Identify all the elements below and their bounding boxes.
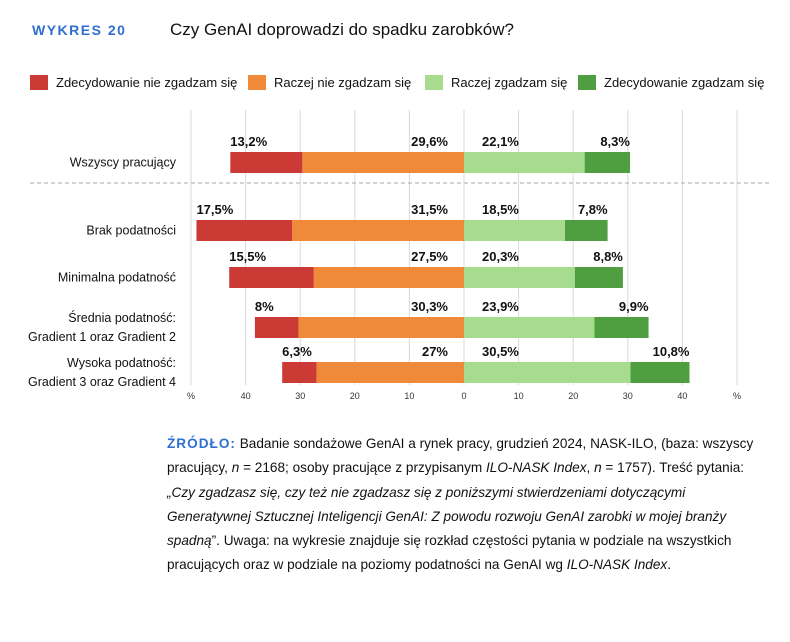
data-label: 31,5% [411, 202, 448, 217]
source-n: n [594, 460, 602, 476]
x-tick-label: 10 [404, 391, 414, 401]
bar-segment [313, 267, 464, 288]
data-label: 20,3% [482, 249, 519, 264]
diverging-bar-chart: % 40 30 20 10 0 10 20 30 40 % 13,2% 29,6% 22,1% 8,3% Ws… [28, 110, 770, 401]
data-label: 27% [422, 344, 448, 359]
bar-segment [282, 362, 317, 383]
data-label: 13,2% [230, 134, 267, 149]
legend-swatch-disagree [248, 75, 266, 90]
category-label: Wysoka podatność: [67, 356, 176, 370]
data-label: 22,1% [482, 134, 519, 149]
bar-segment [302, 152, 464, 173]
data-label: 29,6% [411, 134, 448, 149]
x-tick-label: 30 [295, 391, 305, 401]
data-label: 23,9% [482, 299, 519, 314]
data-label: 30,5% [482, 344, 519, 359]
source-text: = 1757). Treść pytania: [601, 460, 745, 476]
bar-segment [464, 267, 575, 288]
data-label: 30,3% [411, 299, 448, 314]
chart-legend: Zdecydowanie nie zgadzam się Raczej nie … [30, 74, 780, 92]
bar-segment [574, 267, 623, 288]
x-tick-label: 0 [461, 391, 466, 401]
data-label: 27,5% [411, 249, 448, 264]
bar-segment [464, 152, 585, 173]
bar-segment [565, 220, 608, 241]
figure-number: WYKRES 20 [32, 22, 127, 38]
legend-swatch-agree [425, 75, 443, 90]
bar-segment [230, 152, 303, 173]
source-note: ŹRÓDŁO: Badanie sondażowe GenAI a rynek … [167, 432, 757, 578]
data-label: 6,3% [282, 344, 312, 359]
bar-segment [316, 362, 464, 383]
x-tick-label: 40 [241, 391, 251, 401]
source-text: . [667, 557, 672, 573]
category-label: Gradient 1 oraz Gradient 2 [28, 330, 176, 344]
bar-segment [594, 317, 649, 338]
data-label: 8% [255, 299, 274, 314]
legend-label: Raczej nie zgadzam się [274, 75, 412, 90]
category-label: Minimalna podatność [58, 271, 176, 285]
bar-segment [298, 317, 464, 338]
data-label: 15,5% [229, 249, 266, 264]
bar-segment [464, 362, 631, 383]
figure-header: WYKRES 20 Czy GenAI doprowadzi do spadku… [32, 20, 772, 44]
source-index-name: ILO-NASK Index [486, 460, 587, 476]
source-text: , [586, 460, 595, 476]
data-label: 9,9% [619, 299, 649, 314]
data-label: 8,3% [600, 134, 630, 149]
source-index-name: ILO-NASK Index [566, 557, 668, 573]
bar-segment [584, 152, 630, 173]
x-tick-label: % [187, 391, 195, 401]
legend-swatch-strongly-agree [578, 75, 596, 90]
bar-segment [630, 362, 690, 383]
category-label: Gradient 3 oraz Gradient 4 [28, 375, 176, 389]
x-tick-label: % [733, 391, 741, 401]
x-tick-label: 10 [514, 391, 524, 401]
bar-segment [196, 220, 293, 241]
data-label: 8,8% [593, 249, 623, 264]
x-tick-label: 20 [350, 391, 360, 401]
source-text: Badanie sondażowe GenAI a rynek pracy, g… [167, 436, 754, 476]
source-label: ŹRÓDŁO: [167, 436, 236, 451]
category-label: Brak podatności [86, 224, 176, 238]
data-label: 7,8% [578, 202, 608, 217]
x-tick-label: 30 [623, 391, 633, 401]
source-text: = 2168; osoby pracujące z przypisanym [239, 460, 487, 476]
legend-label: Raczej zgadzam się [451, 75, 568, 90]
legend-label: Zdecydowanie nie zgadzam się [56, 75, 238, 90]
data-label: 10,8% [653, 344, 690, 359]
data-label: 17,5% [196, 202, 233, 217]
x-tick-label: 20 [568, 391, 578, 401]
data-label: 18,5% [482, 202, 519, 217]
bar-segment [464, 220, 566, 241]
source-question: „Czy zgadzasz się, czy też nie zgadzasz … [167, 484, 727, 549]
source-n: n [231, 460, 240, 476]
figure-title: Czy GenAI doprowadzi do spadku zarobków? [170, 20, 514, 39]
category-label: Wszyscy pracujący [70, 156, 177, 170]
bar-segment [464, 317, 595, 338]
bar-segment [292, 220, 464, 241]
legend-swatch-strongly-disagree [30, 75, 48, 90]
legend-label: Zdecydowanie zgadzam się [604, 75, 765, 90]
category-label: Średnia podatność: [68, 310, 176, 325]
source-text: ”. Uwaga: na wykresie znajduje się rozkł… [167, 533, 732, 573]
bar-segment [229, 267, 314, 288]
bar-segment [254, 317, 299, 338]
x-tick-label: 40 [677, 391, 687, 401]
